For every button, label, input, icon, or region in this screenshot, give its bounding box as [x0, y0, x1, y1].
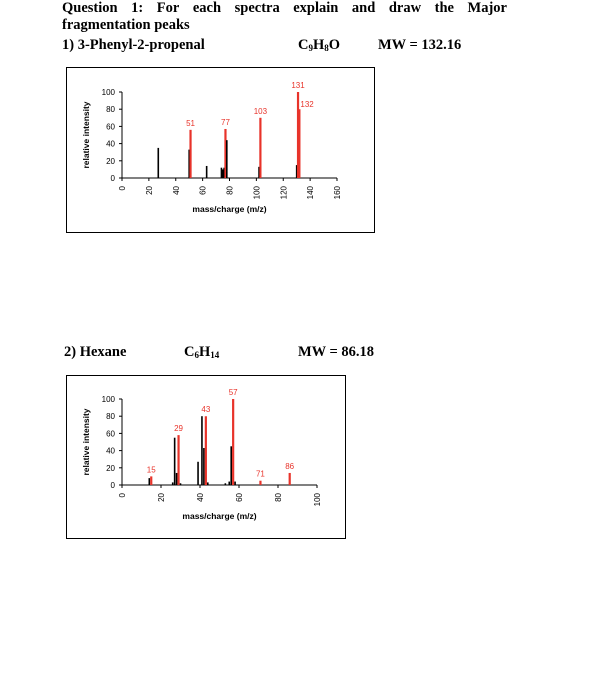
peak-label: 77 [221, 118, 230, 127]
compound2-name: 2) Hexane [64, 344, 127, 360]
peak-label: 71 [256, 470, 265, 479]
word: explain [293, 0, 339, 16]
word: 1: [131, 0, 144, 16]
x-tick-label: 100 [313, 492, 322, 506]
x-tick-label: 60 [199, 185, 208, 194]
y-tick-label: 60 [106, 429, 115, 438]
spectrum-2-chart: 0 20 40 60 80 100 0 20 40 60 80 100 mass/charge (m/z… [81, 388, 322, 521]
question-line-2: fragmentation peaks [62, 17, 190, 33]
peak-label: 15 [147, 465, 156, 474]
peak-label: 43 [201, 405, 210, 414]
y-tick-label: 40 [106, 140, 115, 149]
x-tick-label: 140 [306, 185, 315, 199]
y-tick-label: 80 [106, 412, 115, 421]
y-tick-label: 80 [106, 105, 115, 114]
x-tick-label: 20 [145, 185, 154, 194]
compound2-mw: MW = 86.18 [298, 344, 375, 360]
peak-label: 103 [254, 107, 268, 116]
question-line-1: Question 1: For each spectra explain and… [62, 0, 507, 17]
x-tick-label: 20 [157, 492, 166, 501]
peak-label: 131 [291, 81, 305, 90]
compound1-name: 1) 3-Phenyl-2-propenal [62, 37, 205, 53]
x-tick-label: 40 [196, 492, 205, 501]
peak-label: 86 [285, 462, 294, 471]
x-tick-label: 0 [118, 185, 127, 190]
peak-label: 51 [186, 119, 195, 128]
word: For [156, 0, 180, 16]
word: spectra [234, 0, 280, 16]
spectrum-1-frame: 0 20 40 60 80 100 0 20 40 60 80 100 120 140 160 mass/ch… [66, 67, 375, 233]
word: the [434, 0, 454, 16]
word: Major [467, 0, 507, 16]
x-tick-label: 60 [235, 492, 244, 501]
compound2-formula: C6H14 [184, 344, 220, 360]
y-tick-label: 0 [111, 174, 116, 183]
spectrum-1-chart: 0 20 40 60 80 100 0 20 40 60 80 100 120 140 160 mass/ch… [81, 81, 342, 214]
x-axis-title: mass/charge (m/z) [192, 204, 266, 214]
y-axis-title: relative intensity [81, 101, 91, 168]
x-axis-title: mass/charge (m/z) [182, 511, 256, 521]
x-tick-label: 100 [252, 185, 261, 199]
peak-label: 57 [229, 388, 238, 397]
x-tick-label: 80 [226, 185, 235, 194]
y-tick-label: 0 [111, 481, 116, 490]
y-tick-label: 100 [102, 88, 116, 97]
y-tick-label: 20 [106, 157, 115, 166]
x-tick-label: 40 [172, 185, 181, 194]
y-tick-label: 20 [106, 464, 115, 473]
word: each [192, 0, 222, 16]
word: and [351, 0, 376, 16]
spectrum-2-frame: 0 20 40 60 80 100 0 20 40 60 80 100 mass/charge (m/z… [66, 375, 346, 539]
compound1-mw: MW = 132.16 [378, 37, 462, 53]
peak-label: 29 [174, 424, 183, 433]
x-tick-label: 160 [333, 185, 342, 199]
word: Question [62, 0, 118, 16]
word: draw [388, 0, 422, 16]
y-tick-label: 100 [102, 395, 116, 404]
y-tick-label: 60 [106, 122, 115, 131]
y-axis-title: relative intensity [81, 408, 91, 475]
peak-label: 132 [300, 100, 314, 109]
x-tick-label: 0 [118, 492, 127, 497]
x-tick-label: 120 [279, 185, 288, 199]
question-heading: Question 1: For each spectra explain and… [62, 0, 562, 34]
y-tick-label: 40 [106, 447, 115, 456]
compound1-formula: C9H8O [298, 37, 341, 53]
x-tick-label: 80 [274, 492, 283, 501]
